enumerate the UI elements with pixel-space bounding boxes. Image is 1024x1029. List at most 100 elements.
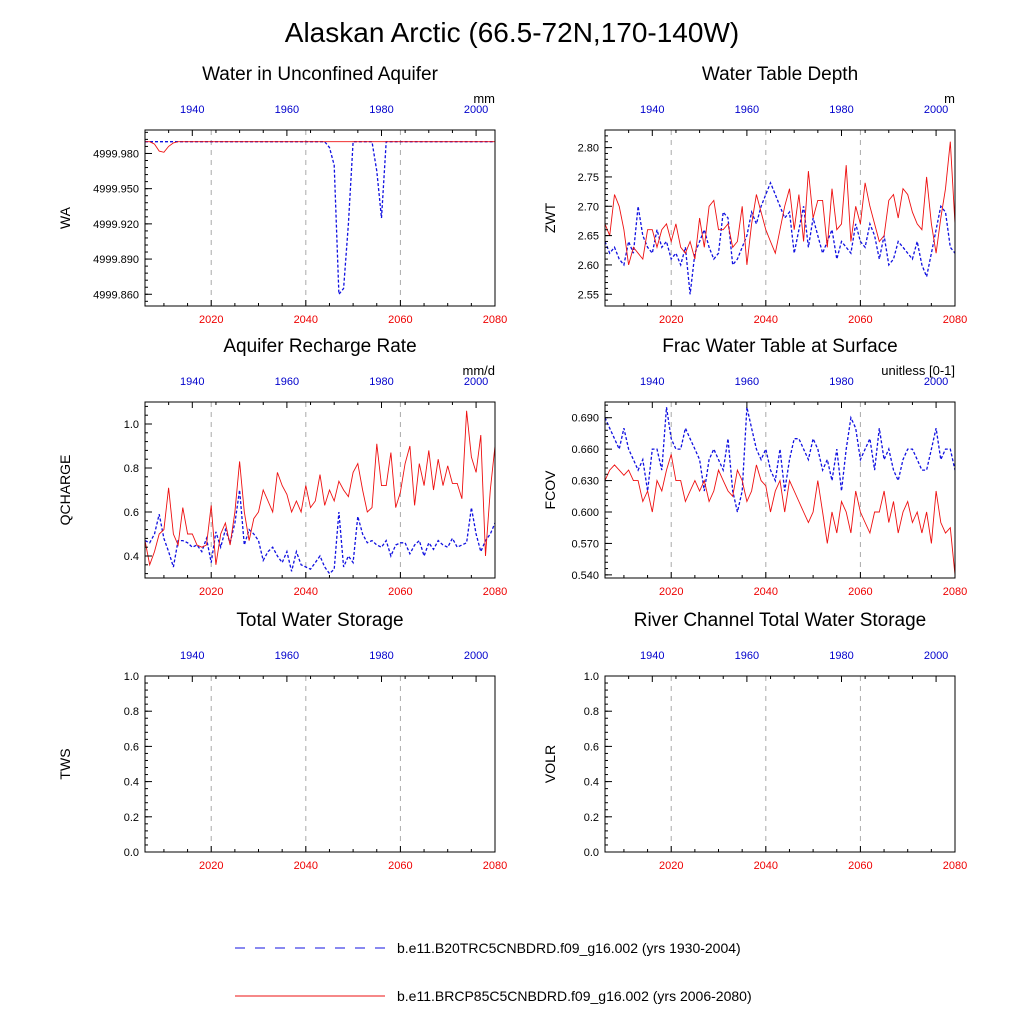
y-tick-label: 0.6 bbox=[124, 507, 139, 519]
units-label: mm bbox=[473, 91, 495, 106]
panel-3: Aquifer Recharge Rate mm/d 0.4 0.6 0.8 1.0 QCH… bbox=[57, 336, 507, 598]
x-tick-label-top: 1980 bbox=[829, 104, 853, 116]
x-tick-label-top: 2000 bbox=[924, 104, 948, 116]
x-tick-label-bottom: 2060 bbox=[388, 860, 412, 872]
x-tick-label-top: 1940 bbox=[180, 650, 204, 662]
panel-title: Water in Unconfined Aquifer bbox=[202, 64, 439, 85]
x-tick-label-bottom: 2040 bbox=[754, 860, 778, 872]
x-tick-label-bottom: 2080 bbox=[943, 314, 967, 326]
legend-label-blue: b.e11.B20TRC5CNBDRD.f09_g16.002 (yrs 193… bbox=[397, 940, 741, 956]
y-tick-label: 0.690 bbox=[571, 413, 599, 425]
units-label: m bbox=[944, 91, 955, 106]
y-tick-label: 2.80 bbox=[578, 143, 599, 155]
series-group bbox=[145, 141, 495, 297]
x-tick-label-bottom: 2020 bbox=[199, 586, 223, 598]
series-group bbox=[605, 407, 955, 575]
x-tick-label-top: 1980 bbox=[369, 104, 393, 116]
y-tick-label: 2.55 bbox=[578, 289, 599, 301]
panels: Water in Unconfined Aquifer mm 4999.860 499… bbox=[57, 64, 967, 872]
x-tick-label-top: 2000 bbox=[464, 650, 488, 662]
x-tick-label-bottom: 2040 bbox=[754, 586, 778, 598]
x-tick-label-bottom: 2040 bbox=[294, 860, 318, 872]
units-label: mm/d bbox=[463, 363, 496, 378]
panel-1: Water in Unconfined Aquifer mm 4999.860 499… bbox=[57, 64, 507, 326]
x-tick-label-bottom: 2060 bbox=[388, 586, 412, 598]
panel-title: River Channel Total Water Storage bbox=[634, 610, 927, 631]
x-tick-label-top: 2000 bbox=[924, 650, 948, 662]
x-tick-label-top: 1960 bbox=[275, 650, 299, 662]
y-tick-label: 4999.890 bbox=[93, 254, 139, 266]
x-tick-label-bottom: 2060 bbox=[848, 860, 872, 872]
panel-title: Aquifer Recharge Rate bbox=[223, 336, 416, 357]
y-axis-label: VOLR bbox=[542, 745, 558, 783]
series-line-rcp85 bbox=[145, 410, 495, 567]
y-tick-label: 0.6 bbox=[584, 741, 599, 753]
y-tick-label: 0.2 bbox=[124, 812, 139, 824]
series-line-rcp85 bbox=[605, 454, 955, 575]
y-axis-label: ZWT bbox=[542, 202, 558, 233]
series-group bbox=[605, 141, 955, 295]
y-tick-label: 2.75 bbox=[578, 172, 599, 184]
x-tick-label-bottom: 2080 bbox=[943, 860, 967, 872]
legend: b.e11.B20TRC5CNBDRD.f09_g16.002 (yrs 193… bbox=[235, 940, 752, 1004]
x-tick-label-bottom: 2060 bbox=[848, 586, 872, 598]
y-tick-label: 2.60 bbox=[578, 260, 599, 272]
x-tick-label-top: 1980 bbox=[829, 376, 853, 388]
y-tick-label: 0.6 bbox=[124, 741, 139, 753]
y-tick-label: 0.0 bbox=[584, 847, 599, 859]
y-tick-label: 0.4 bbox=[124, 551, 139, 563]
x-tick-label-top: 1940 bbox=[640, 376, 664, 388]
y-tick-label: 0.660 bbox=[571, 444, 599, 456]
plot-frame bbox=[144, 675, 496, 853]
y-tick-label: 4999.860 bbox=[93, 289, 139, 301]
series-group bbox=[145, 410, 495, 575]
y-tick-label: 0.8 bbox=[584, 706, 599, 718]
plot-frame bbox=[144, 129, 496, 307]
y-tick-label: 0.540 bbox=[571, 570, 599, 582]
x-tick-label-bottom: 2040 bbox=[294, 586, 318, 598]
x-tick-label-top: 1940 bbox=[180, 104, 204, 116]
series-line-historical bbox=[145, 489, 495, 575]
x-tick-label-bottom: 2040 bbox=[754, 314, 778, 326]
panel-5: Total Water Storage 0.0 0.2 0.4 0.6 0.8 1.0 TWS… bbox=[57, 610, 507, 872]
x-tick-label-bottom: 2080 bbox=[943, 586, 967, 598]
series-line-historical bbox=[145, 141, 495, 297]
y-tick-label: 0.600 bbox=[571, 507, 599, 519]
y-axis-label: FCOV bbox=[542, 470, 558, 510]
units-label: unitless [0-1] bbox=[881, 363, 955, 378]
plot-frame bbox=[604, 129, 956, 307]
y-tick-label: 2.70 bbox=[578, 201, 599, 213]
figure-title: Alaskan Arctic (66.5-72N,170-140W) bbox=[285, 17, 739, 48]
panel-title: Total Water Storage bbox=[236, 610, 403, 631]
y-tick-label: 1.0 bbox=[584, 671, 599, 683]
y-tick-label: 0.2 bbox=[584, 812, 599, 824]
x-tick-label-bottom: 2060 bbox=[388, 314, 412, 326]
x-tick-label-top: 1960 bbox=[735, 650, 759, 662]
y-axis-label: TWS bbox=[57, 748, 73, 779]
series-line-rcp85 bbox=[605, 141, 955, 266]
y-tick-label: 1.0 bbox=[124, 671, 139, 683]
x-tick-label-bottom: 2020 bbox=[659, 860, 683, 872]
y-tick-label: 0.0 bbox=[124, 847, 139, 859]
y-tick-label: 4999.950 bbox=[93, 184, 139, 196]
y-axis-label: WA bbox=[57, 206, 73, 229]
y-tick-label: 0.4 bbox=[584, 777, 599, 789]
x-tick-label-top: 1960 bbox=[735, 376, 759, 388]
plot-frame bbox=[604, 401, 956, 579]
x-tick-label-top: 1980 bbox=[369, 376, 393, 388]
x-tick-label-bottom: 2020 bbox=[659, 586, 683, 598]
x-tick-label-bottom: 2060 bbox=[848, 314, 872, 326]
y-axis-label: QCHARGE bbox=[57, 455, 73, 526]
x-tick-label-bottom: 2020 bbox=[659, 314, 683, 326]
y-tick-label: 0.8 bbox=[124, 706, 139, 718]
y-tick-label: 0.8 bbox=[124, 463, 139, 475]
y-tick-label: 4999.980 bbox=[93, 148, 139, 160]
y-tick-label: 0.630 bbox=[571, 476, 599, 488]
series-line-historical bbox=[605, 407, 955, 513]
series-line-historical bbox=[605, 181, 955, 295]
x-tick-label-top: 2000 bbox=[464, 376, 488, 388]
panel-4: Frac Water Table at Surface unitless [0-1… bbox=[542, 336, 967, 598]
plot-frame bbox=[604, 675, 956, 853]
y-tick-label: 0.570 bbox=[571, 538, 599, 550]
